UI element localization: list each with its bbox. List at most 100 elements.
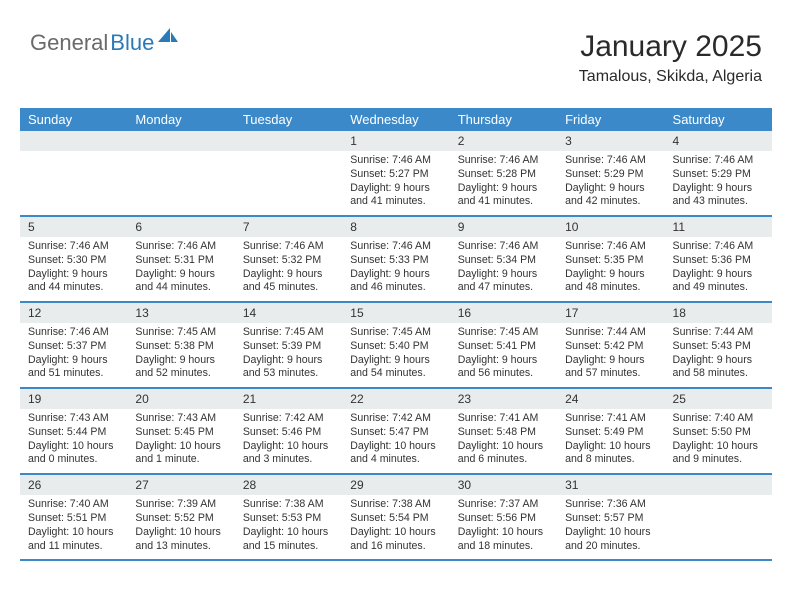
sunrise-text: Sunrise: 7:43 AM [28, 412, 119, 426]
day-cell: 23Sunrise: 7:41 AMSunset: 5:48 PMDayligh… [450, 389, 557, 473]
day-cell: 7Sunrise: 7:46 AMSunset: 5:32 PMDaylight… [235, 217, 342, 301]
day-details [665, 495, 772, 504]
day-cell: 13Sunrise: 7:45 AMSunset: 5:38 PMDayligh… [127, 303, 234, 387]
day-number: 28 [235, 475, 342, 495]
day-cell: 19Sunrise: 7:43 AMSunset: 5:44 PMDayligh… [20, 389, 127, 473]
sunrise-text: Sunrise: 7:46 AM [135, 240, 226, 254]
sunrise-text: Sunrise: 7:46 AM [565, 240, 656, 254]
day-cell: 29Sunrise: 7:38 AMSunset: 5:54 PMDayligh… [342, 475, 449, 559]
week-row: 1Sunrise: 7:46 AMSunset: 5:27 PMDaylight… [20, 131, 772, 217]
sail-icon [158, 24, 180, 50]
daylight-text: Daylight: 10 hours and 13 minutes. [135, 526, 226, 554]
day-details: Sunrise: 7:44 AMSunset: 5:43 PMDaylight:… [665, 323, 772, 387]
header: January 2025 Tamalous, Skikda, Algeria [579, 30, 762, 86]
sunset-text: Sunset: 5:41 PM [458, 340, 549, 354]
calendar: SundayMondayTuesdayWednesdayThursdayFrid… [20, 108, 772, 561]
daylight-text: Daylight: 9 hours and 42 minutes. [565, 182, 656, 210]
logo-text-general: General [30, 30, 108, 56]
sunset-text: Sunset: 5:50 PM [673, 426, 764, 440]
sunrise-text: Sunrise: 7:44 AM [673, 326, 764, 340]
logo: General Blue [30, 30, 180, 56]
daylight-text: Daylight: 9 hours and 47 minutes. [458, 268, 549, 296]
daylight-text: Daylight: 9 hours and 46 minutes. [350, 268, 441, 296]
day-cell: 26Sunrise: 7:40 AMSunset: 5:51 PMDayligh… [20, 475, 127, 559]
day-details [127, 151, 234, 160]
day-details: Sunrise: 7:44 AMSunset: 5:42 PMDaylight:… [557, 323, 664, 387]
sunrise-text: Sunrise: 7:46 AM [350, 154, 441, 168]
day-cell: 5Sunrise: 7:46 AMSunset: 5:30 PMDaylight… [20, 217, 127, 301]
day-cell: 2Sunrise: 7:46 AMSunset: 5:28 PMDaylight… [450, 131, 557, 215]
sunrise-text: Sunrise: 7:41 AM [458, 412, 549, 426]
sunrise-text: Sunrise: 7:46 AM [350, 240, 441, 254]
day-number: 21 [235, 389, 342, 409]
sunset-text: Sunset: 5:35 PM [565, 254, 656, 268]
day-number: 7 [235, 217, 342, 237]
day-details: Sunrise: 7:46 AMSunset: 5:28 PMDaylight:… [450, 151, 557, 215]
day-number [20, 131, 127, 151]
day-cell: 4Sunrise: 7:46 AMSunset: 5:29 PMDaylight… [665, 131, 772, 215]
sunrise-text: Sunrise: 7:45 AM [135, 326, 226, 340]
day-details: Sunrise: 7:45 AMSunset: 5:41 PMDaylight:… [450, 323, 557, 387]
day-cell: 21Sunrise: 7:42 AMSunset: 5:46 PMDayligh… [235, 389, 342, 473]
day-details: Sunrise: 7:46 AMSunset: 5:33 PMDaylight:… [342, 237, 449, 301]
sunset-text: Sunset: 5:40 PM [350, 340, 441, 354]
dow-header: Friday [557, 108, 664, 131]
sunrise-text: Sunrise: 7:38 AM [350, 498, 441, 512]
day-details: Sunrise: 7:46 AMSunset: 5:29 PMDaylight:… [557, 151, 664, 215]
sunset-text: Sunset: 5:48 PM [458, 426, 549, 440]
sunrise-text: Sunrise: 7:43 AM [135, 412, 226, 426]
day-details: Sunrise: 7:39 AMSunset: 5:52 PMDaylight:… [127, 495, 234, 559]
day-details: Sunrise: 7:41 AMSunset: 5:49 PMDaylight:… [557, 409, 664, 473]
sunrise-text: Sunrise: 7:42 AM [243, 412, 334, 426]
daylight-text: Daylight: 9 hours and 44 minutes. [28, 268, 119, 296]
week-row: 12Sunrise: 7:46 AMSunset: 5:37 PMDayligh… [20, 303, 772, 389]
day-details: Sunrise: 7:46 AMSunset: 5:30 PMDaylight:… [20, 237, 127, 301]
daylight-text: Daylight: 10 hours and 8 minutes. [565, 440, 656, 468]
daylight-text: Daylight: 9 hours and 45 minutes. [243, 268, 334, 296]
sunset-text: Sunset: 5:45 PM [135, 426, 226, 440]
day-number: 5 [20, 217, 127, 237]
sunrise-text: Sunrise: 7:42 AM [350, 412, 441, 426]
day-details: Sunrise: 7:46 AMSunset: 5:29 PMDaylight:… [665, 151, 772, 215]
daylight-text: Daylight: 9 hours and 41 minutes. [350, 182, 441, 210]
sunrise-text: Sunrise: 7:40 AM [28, 498, 119, 512]
day-details: Sunrise: 7:45 AMSunset: 5:39 PMDaylight:… [235, 323, 342, 387]
day-number: 23 [450, 389, 557, 409]
sunset-text: Sunset: 5:37 PM [28, 340, 119, 354]
sunrise-text: Sunrise: 7:44 AM [565, 326, 656, 340]
sunset-text: Sunset: 5:42 PM [565, 340, 656, 354]
sunrise-text: Sunrise: 7:46 AM [673, 240, 764, 254]
sunset-text: Sunset: 5:43 PM [673, 340, 764, 354]
daylight-text: Daylight: 9 hours and 52 minutes. [135, 354, 226, 382]
daylight-text: Daylight: 10 hours and 1 minute. [135, 440, 226, 468]
sunset-text: Sunset: 5:39 PM [243, 340, 334, 354]
day-cell [20, 131, 127, 215]
day-details: Sunrise: 7:37 AMSunset: 5:56 PMDaylight:… [450, 495, 557, 559]
day-number: 16 [450, 303, 557, 323]
daylight-text: Daylight: 10 hours and 20 minutes. [565, 526, 656, 554]
day-number [235, 131, 342, 151]
day-number: 6 [127, 217, 234, 237]
day-number: 1 [342, 131, 449, 151]
day-cell: 28Sunrise: 7:38 AMSunset: 5:53 PMDayligh… [235, 475, 342, 559]
sunrise-text: Sunrise: 7:41 AM [565, 412, 656, 426]
weeks-container: 1Sunrise: 7:46 AMSunset: 5:27 PMDaylight… [20, 131, 772, 561]
sunrise-text: Sunrise: 7:36 AM [565, 498, 656, 512]
sunset-text: Sunset: 5:56 PM [458, 512, 549, 526]
location: Tamalous, Skikda, Algeria [579, 68, 762, 86]
day-number: 20 [127, 389, 234, 409]
day-details: Sunrise: 7:42 AMSunset: 5:47 PMDaylight:… [342, 409, 449, 473]
day-number: 9 [450, 217, 557, 237]
sunset-text: Sunset: 5:29 PM [673, 168, 764, 182]
day-cell: 24Sunrise: 7:41 AMSunset: 5:49 PMDayligh… [557, 389, 664, 473]
day-details: Sunrise: 7:46 AMSunset: 5:27 PMDaylight:… [342, 151, 449, 215]
day-number: 19 [20, 389, 127, 409]
dow-header: Monday [127, 108, 234, 131]
daylight-text: Daylight: 10 hours and 9 minutes. [673, 440, 764, 468]
day-cell: 30Sunrise: 7:37 AMSunset: 5:56 PMDayligh… [450, 475, 557, 559]
sunset-text: Sunset: 5:52 PM [135, 512, 226, 526]
day-details: Sunrise: 7:46 AMSunset: 5:34 PMDaylight:… [450, 237, 557, 301]
sunset-text: Sunset: 5:29 PM [565, 168, 656, 182]
daylight-text: Daylight: 10 hours and 16 minutes. [350, 526, 441, 554]
day-number: 14 [235, 303, 342, 323]
